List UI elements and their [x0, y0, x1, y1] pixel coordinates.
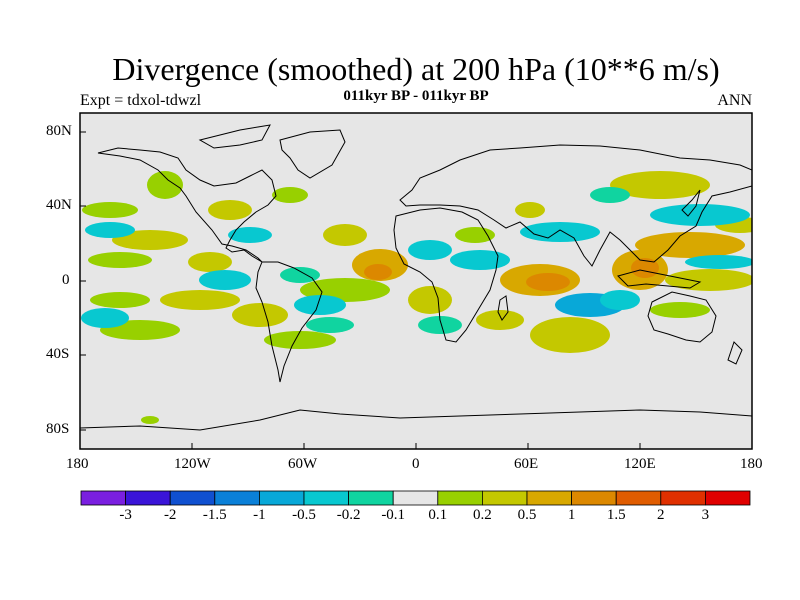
coastline-south-america — [255, 261, 323, 383]
colorbar-swatch — [214, 490, 260, 506]
y-tick-label: 80S — [46, 421, 70, 437]
colorbar-label: 0.1 — [428, 507, 448, 523]
coastline-maritime-continent — [617, 269, 702, 289]
colorbar-swatch — [571, 490, 617, 506]
divergence-field — [81, 171, 752, 424]
coastline-eurasia — [399, 144, 752, 267]
coastline-australia — [647, 291, 717, 343]
colorbar-swatch — [80, 490, 126, 506]
x-tick-label: 180 — [740, 456, 763, 472]
colorbar-label: -0.2 — [336, 507, 361, 523]
plot-subtitle: 011kyr BP - 011kyr BP — [343, 88, 489, 104]
coastline-greenland — [279, 129, 346, 179]
colorbar-label: -1.5 — [202, 507, 227, 523]
coastline-arctic-islands — [198, 124, 271, 149]
coastline-antarctica — [80, 409, 752, 431]
coastlines — [80, 124, 752, 431]
colorbar-swatch — [392, 490, 439, 506]
colorbar — [80, 490, 751, 506]
colorbar-label: -3 — [119, 507, 132, 523]
colorbar-label: 2 — [657, 507, 665, 523]
coastline-japan — [681, 189, 701, 217]
x-tick-label: 180 — [66, 456, 89, 472]
y-tick-label: 80N — [46, 123, 72, 139]
positive-divergence-regions — [82, 171, 752, 424]
y-axis-ticks — [80, 131, 86, 431]
colorbar-swatch — [125, 490, 171, 506]
plot-title: Divergence (smoothed) at 200 hPa (10**6 … — [112, 51, 720, 87]
colorbar-label: 0.5 — [517, 507, 537, 523]
colorbar-swatch — [169, 490, 216, 506]
colorbar-swatch — [258, 490, 305, 506]
colorbar-swatch — [526, 490, 572, 506]
colorbar-label: -1 — [253, 507, 266, 523]
y-tick-label: 40S — [46, 346, 70, 362]
x-tick-label: 60E — [514, 456, 539, 472]
colorbar-label: -0.1 — [381, 507, 406, 523]
coastline-africa — [393, 207, 499, 343]
colorbar-label: 0.2 — [473, 507, 492, 523]
x-tick-label: 120E — [624, 456, 656, 472]
y-tick-label: 40N — [46, 197, 72, 213]
colorbar-swatch — [615, 490, 662, 506]
season-label: ANN — [717, 92, 752, 109]
x-tick-label: 60W — [288, 456, 318, 472]
coastline-madagascar — [497, 295, 509, 321]
colorbar-swatch — [705, 490, 751, 506]
colorbar-swatch — [481, 490, 528, 506]
colorbar-swatch — [348, 490, 394, 506]
colorbar-label: -0.5 — [292, 507, 316, 523]
x-tick-label: 0 — [412, 456, 420, 472]
experiment-label: Expt = tdxol-tdwzl — [80, 92, 202, 109]
colorbar-label: 1.5 — [606, 507, 626, 523]
negative-divergence-regions — [81, 187, 752, 334]
colorbar-swatch — [303, 490, 349, 506]
y-tick-label: 0 — [62, 272, 70, 288]
colorbar-swatch — [437, 490, 483, 506]
x-tick-label: 120W — [174, 456, 211, 472]
coastline-new-zealand — [727, 341, 743, 365]
colorbar-label: 1 — [567, 507, 576, 523]
colorbar-label: -2 — [163, 507, 177, 523]
colorbar-swatch — [660, 490, 706, 506]
x-axis-ticks — [79, 443, 753, 449]
coastline-north-america — [97, 147, 277, 263]
colorbar-label: 3 — [701, 507, 710, 523]
